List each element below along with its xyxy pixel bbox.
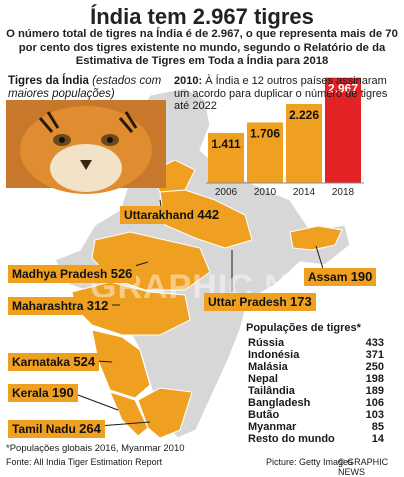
state-label-value: 190 [350, 269, 373, 284]
x-tick-label: 2010 [254, 187, 277, 198]
x-tick-label: 2006 [215, 187, 238, 198]
state-label-tamil-nadu: Tamil Nadu 264 [8, 420, 105, 438]
state-label-name: Tamil Nadu [12, 422, 76, 436]
bar-chart: 1.411 2006 1.706 2010 2.226 2014 2.967 2018 [206, 77, 364, 198]
bar-value-label: 2.967 [328, 82, 358, 96]
regions-title-note: (estados com maiores populações) [8, 75, 162, 100]
table-row: Tailândia 189 [248, 385, 384, 397]
state-kerala [109, 391, 149, 437]
page-title: Índia tem 2.967 tigres [90, 4, 314, 29]
state-assam [289, 225, 343, 251]
table-row: Resto do mundo 14 [248, 433, 384, 445]
bar-value-label: 1.706 [250, 126, 280, 140]
table-row: Indonésia 371 [248, 349, 384, 361]
population-country: Indonésia [248, 349, 300, 361]
table-row: Rússia 433 [248, 337, 384, 349]
table-row: Malásia 250 [248, 361, 384, 373]
chart-note-year-text: 2010: [174, 75, 203, 87]
brand-credit: © GRAPHIC NEWS [338, 457, 389, 477]
state-label-value: 190 [52, 385, 74, 400]
state-label-maharashtra: Maharashtra 312 [8, 297, 113, 315]
bar-value-label: 2.226 [289, 108, 319, 122]
populations-title: Populações de tigres* [246, 322, 361, 334]
bar-value-label: 1.411 [211, 137, 241, 151]
picture-credit: Picture: Getty Images [266, 457, 353, 467]
bar-2010 [247, 122, 283, 183]
state-label-kerala: Kerala 190 [8, 384, 78, 402]
population-value: 189 [365, 385, 384, 397]
state-label-madhya-pradesh: Madhya Pradesh 526 [8, 265, 137, 283]
table-row: Nepal 198 [248, 373, 384, 385]
table-row: Butão 103 [248, 409, 384, 421]
table-row: Bangladesh 106 [248, 397, 384, 409]
state-label-value: 173 [290, 294, 312, 309]
bar-2014 [286, 104, 322, 183]
population-value: 250 [365, 361, 384, 373]
population-country: Tailândia [248, 385, 295, 397]
population-value: 14 [371, 433, 384, 445]
population-value: 433 [365, 337, 384, 349]
regions-title-main: Tigres da Índia [8, 75, 89, 87]
state-label-karnataka: Karnataka 524 [8, 353, 100, 371]
state-maharashtra [71, 281, 191, 336]
population-value: 103 [365, 409, 384, 421]
state-karnataka [91, 329, 151, 399]
state-label-value: 524 [73, 354, 96, 369]
state-label-name: Karnataka [12, 355, 71, 369]
state-label-name: Uttarakhand [124, 208, 195, 222]
footnote: *Populações globais 2016, Myanmar 2010 [6, 443, 185, 454]
state-label-name: Maharashtra [12, 299, 84, 313]
population-country: Nepal [248, 373, 278, 385]
chart-note-text: À Índia e 12 outros países assinaram um … [174, 75, 388, 112]
state-label-uttarakhand: Uttarakhand 442 [120, 206, 224, 224]
population-value: 85 [371, 421, 384, 433]
table-row: Myanmar 85 [248, 421, 384, 433]
population-country: Bangladesh [248, 397, 311, 409]
state-label-value: 264 [79, 421, 101, 436]
population-country: Butão [248, 409, 280, 421]
bar-2018 [325, 77, 361, 183]
state-label-name: Uttar Pradesh [208, 295, 287, 309]
regions-title: Tigres da Índia (estados com maiores pop… [8, 75, 168, 101]
tiger-photo [6, 100, 166, 194]
source: Fonte: All India Tiger Estimation Report [6, 457, 163, 467]
population-value: 371 [365, 349, 384, 361]
state-label-value: 312 [86, 298, 109, 313]
x-tick-label: 2018 [332, 187, 355, 198]
page-subtitle: O número total de tigres na Índia é de 2… [6, 28, 398, 67]
population-country: Resto do mundo [248, 433, 335, 445]
state-label-assam: Assam 190 [304, 268, 377, 286]
state-label-name: Kerala [12, 386, 49, 400]
population-country: Myanmar [248, 421, 297, 433]
state-label-value: 442 [197, 207, 220, 222]
state-label-value: 526 [110, 266, 133, 281]
population-country: Malásia [248, 361, 288, 373]
x-tick-label: 2014 [293, 187, 316, 198]
state-label-uttar-pradesh: Uttar Pradesh 173 [204, 293, 316, 311]
bar-2006 [208, 132, 244, 183]
state-tamil-nadu [137, 387, 193, 439]
state-label-name: Madhya Pradesh [12, 267, 108, 281]
population-value: 198 [365, 373, 384, 385]
population-value: 106 [365, 397, 384, 409]
population-country: Rússia [248, 337, 285, 349]
chart-note: 2010: À Índia e 12 outros países assinar… [174, 75, 402, 113]
state-label-name: Assam [308, 270, 348, 284]
